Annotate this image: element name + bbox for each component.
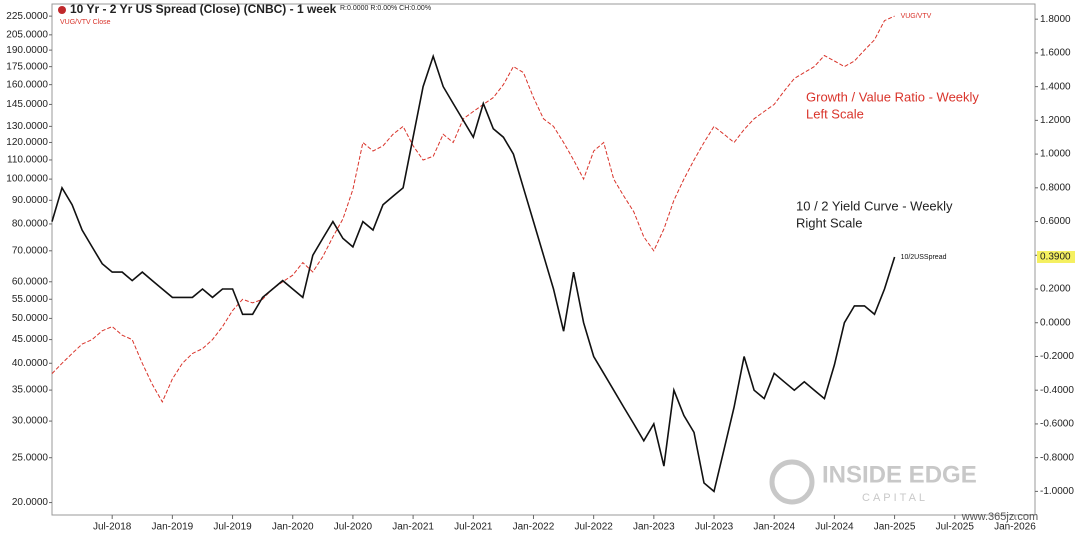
x-tick-label: Jul-2022 [574,522,613,533]
y-tick-label: 120.0000 [6,137,48,148]
y2-tick-label: -1.0000 [1040,486,1074,497]
y-tick-label: 30.0000 [12,416,49,427]
logo [769,459,815,505]
x-tick-label: Jul-2020 [334,522,373,533]
y2-tick-label: 1.8000 [1040,14,1071,25]
y2-tick-label: -0.8000 [1040,452,1074,463]
y2-tick-label: 1.2000 [1040,115,1071,126]
y-tick-label: 100.0000 [6,174,48,185]
x-tick-label: Jul-2021 [454,522,493,533]
series-label: VUG/VTV [901,13,932,20]
x-tick-label: Jul-2023 [695,522,734,533]
annotation: Right Scale [796,215,862,230]
y-tick-label: 25.0000 [12,452,49,463]
y-tick-label: 55.0000 [12,294,49,305]
y2-tick-label: -0.4000 [1040,385,1074,396]
y2-tick-label: -0.2000 [1040,351,1074,362]
annotation: Growth / Value Ratio - Weekly [806,89,979,104]
y-tick-label: 160.0000 [6,79,48,90]
y-tick-label: 90.0000 [12,195,49,206]
annotation: 10 / 2 Yield Curve - Weekly [796,198,953,213]
subtitle: R:0.0000 R:0.00% CH:0.00% [340,5,431,12]
x-tick-label: Jan-2022 [513,522,555,533]
y2-tick-label: 0.2000 [1040,284,1071,295]
x-tick-label: Jul-2018 [93,522,132,533]
y-tick-label: 145.0000 [6,99,48,110]
x-tick-label: Jul-2024 [815,522,854,533]
y-tick-label: 130.0000 [6,121,48,132]
y-tick-label: 40.0000 [12,358,49,369]
y-tick-label: 190.0000 [6,45,48,56]
value-marker-label: 0.3900 [1040,252,1071,263]
series-caption: VUG/VTV Close [60,19,111,26]
y-tick-label: 35.0000 [12,385,49,396]
y-tick-label: 70.0000 [12,245,49,256]
y-tick-label: 225.0000 [6,11,48,22]
x-tick-label: Jan-2026 [994,522,1036,533]
y-tick-label: 50.0000 [12,313,49,324]
watermark: INSIDE EDGE [822,461,977,488]
plot-frame [51,3,1036,516]
x-tick-label: Jan-2023 [633,522,675,533]
x-tick-label: Jan-2021 [392,522,434,533]
y-tick-label: 60.0000 [12,276,49,287]
y-tick-label: 175.0000 [6,61,48,72]
y2-tick-label: 1.4000 [1040,81,1071,92]
y-tick-label: 80.0000 [12,219,49,230]
y2-tick-label: 0.0000 [1040,317,1071,328]
chart-title: 10 Yr - 2 Yr US Spread (Close) (CNBC) - … [70,2,337,16]
x-tick-label: Jul-2019 [213,522,252,533]
y2-tick-label: 1.6000 [1040,48,1071,59]
series-line [51,15,895,404]
y2-tick-label: 0.8000 [1040,182,1071,193]
watermark: CAPITAL [862,492,928,504]
y-tick-label: 45.0000 [12,334,49,345]
source: www.365jz.com [961,511,1038,523]
x-tick-label: Jan-2019 [152,522,194,533]
value-marker [1037,250,1075,263]
series-line [51,53,896,493]
x-tick-label: Jan-2025 [874,522,916,533]
series-label: 10/2USSpread [901,254,947,261]
y2-tick-label: 0.6000 [1040,216,1071,227]
series-dot [58,6,66,14]
y-tick-label: 205.0000 [6,29,48,40]
y2-tick-label: -0.6000 [1040,419,1074,430]
annotation: Left Scale [806,106,864,121]
y-tick-label: 20.0000 [12,497,49,508]
x-tick-label: Jul-2025 [936,522,975,533]
x-tick-label: Jan-2024 [753,522,795,533]
x-tick-label: Jan-2020 [272,522,314,533]
y2-tick-label: 1.0000 [1040,149,1071,160]
y-tick-label: 110.0000 [7,155,48,166]
